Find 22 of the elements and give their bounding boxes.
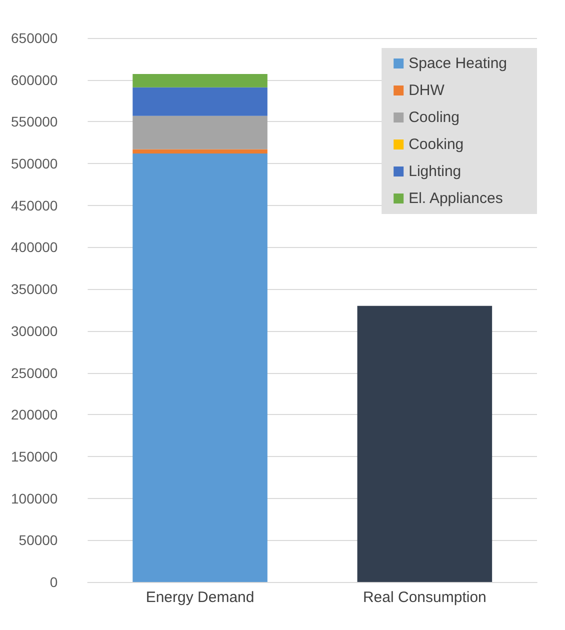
y-tick-label: 100000 [11,490,58,506]
y-tick-label: 600000 [11,72,58,88]
y-tick-label: 200000 [11,406,58,423]
x-tick-label: Energy Demand [146,589,254,606]
legend-label: Cooking [408,136,464,153]
x-tick-label: Real Consumption [362,589,486,606]
legend-label: Space Heating [408,55,508,72]
y-tick-label: 0 [50,574,58,590]
y-tick-label: 500000 [11,156,58,172]
legend-label: Lighting [408,163,462,180]
y-tick-label: 50000 [18,532,58,548]
y-tick-label: 250000 [11,364,58,381]
legend-label: DHW [408,82,446,99]
legend-label: El. Appliances [408,190,503,207]
legend-label: Cooling [408,109,460,126]
y-tick-label: 350000 [11,281,58,298]
y-tick-label: 450000 [11,197,58,214]
y-tick-label: 550000 [11,114,58,130]
y-tick-label: 300000 [11,322,58,339]
y-tick-label: 650000 [11,30,58,46]
y-tick-label: 150000 [11,448,58,464]
y-tick-label: 400000 [11,239,58,256]
